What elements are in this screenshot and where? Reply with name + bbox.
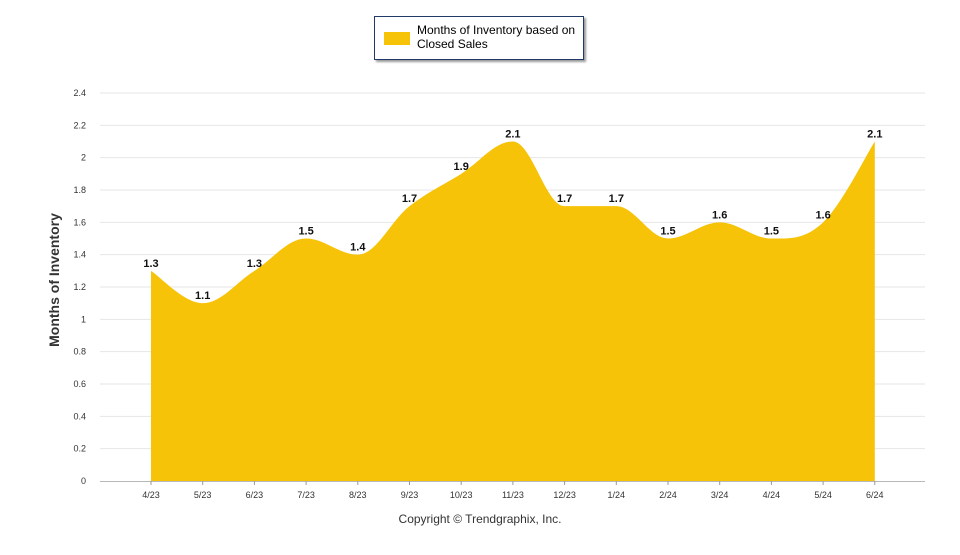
data-label: 1.5 xyxy=(764,226,779,238)
y-tick-label: 1.4 xyxy=(73,250,86,260)
x-tick-label: 12/23 xyxy=(553,490,576,500)
x-tick-label: 5/24 xyxy=(814,490,832,500)
y-tick-label: 0 xyxy=(81,476,86,486)
x-tick-label: 5/23 xyxy=(194,490,212,500)
data-label: 1.6 xyxy=(712,209,727,221)
data-label: 1.1 xyxy=(195,290,210,302)
x-tick-label: 7/23 xyxy=(297,490,315,500)
x-tick-label: 8/23 xyxy=(349,490,367,500)
data-labels: 1.3 1.1 1.3 1.5 1.4 1.7 1.9 2.1 1.7 1.7 1.5 1.6 1.5 1… xyxy=(143,129,882,303)
data-label: 1.4 xyxy=(350,242,366,254)
x-tick-label: 1/24 xyxy=(608,490,626,500)
x-tick-label: 4/24 xyxy=(763,490,781,500)
area-series xyxy=(151,141,875,481)
x-tick-label: 10/23 xyxy=(450,490,473,500)
y-tick-label: 2.4 xyxy=(73,88,86,98)
y-tick-label: 0.8 xyxy=(73,347,86,357)
data-label: 1.7 xyxy=(557,193,572,205)
y-tick-label: 1.2 xyxy=(73,282,86,292)
y-tick-label: 2 xyxy=(81,153,86,163)
area-fill xyxy=(151,141,875,481)
data-label: 1.5 xyxy=(660,226,675,238)
data-label: 1.9 xyxy=(454,161,469,173)
data-label: 1.3 xyxy=(143,258,158,270)
data-label: 1.6 xyxy=(815,209,830,221)
y-axis-title: Months of Inventory xyxy=(46,213,62,347)
data-label: 1.7 xyxy=(609,193,624,205)
y-tick-label: 0.6 xyxy=(73,379,86,389)
x-tick-label: 6/24 xyxy=(866,490,884,500)
copyright-text: Copyright © Trendgraphix, Inc. xyxy=(398,512,562,526)
x-tick-label: 4/23 xyxy=(142,490,160,500)
y-tick-label: 0.2 xyxy=(73,444,86,454)
legend-swatch xyxy=(384,32,410,45)
data-label: 1.7 xyxy=(402,193,417,205)
x-tick-label: 9/23 xyxy=(401,490,419,500)
axes: 0 0.2 0.4 0.6 0.8 1 1.2 1.4 1.6 1.8 2 2.2 2.4 4/23 5/2… xyxy=(73,88,925,500)
legend-label: Months of Inventory based on Closed Sale… xyxy=(417,23,576,51)
legend: Months of Inventory based on Closed Sale… xyxy=(374,16,584,60)
x-tick-label: 11/23 xyxy=(502,490,524,500)
y-tick-label: 1.6 xyxy=(73,217,86,227)
x-tick-label: 6/23 xyxy=(246,490,264,500)
x-tick-label: 2/24 xyxy=(659,490,677,500)
data-label: 1.5 xyxy=(298,226,313,238)
data-label: 1.3 xyxy=(247,258,262,270)
data-label: 2.1 xyxy=(867,129,882,141)
y-tick-label: 2.2 xyxy=(73,120,86,130)
y-tick-label: 0.4 xyxy=(73,411,86,421)
y-tick-label: 1 xyxy=(81,314,86,324)
x-tick-label: 3/24 xyxy=(711,490,729,500)
y-tick-label: 1.8 xyxy=(73,185,86,195)
data-label: 2.1 xyxy=(505,129,520,141)
